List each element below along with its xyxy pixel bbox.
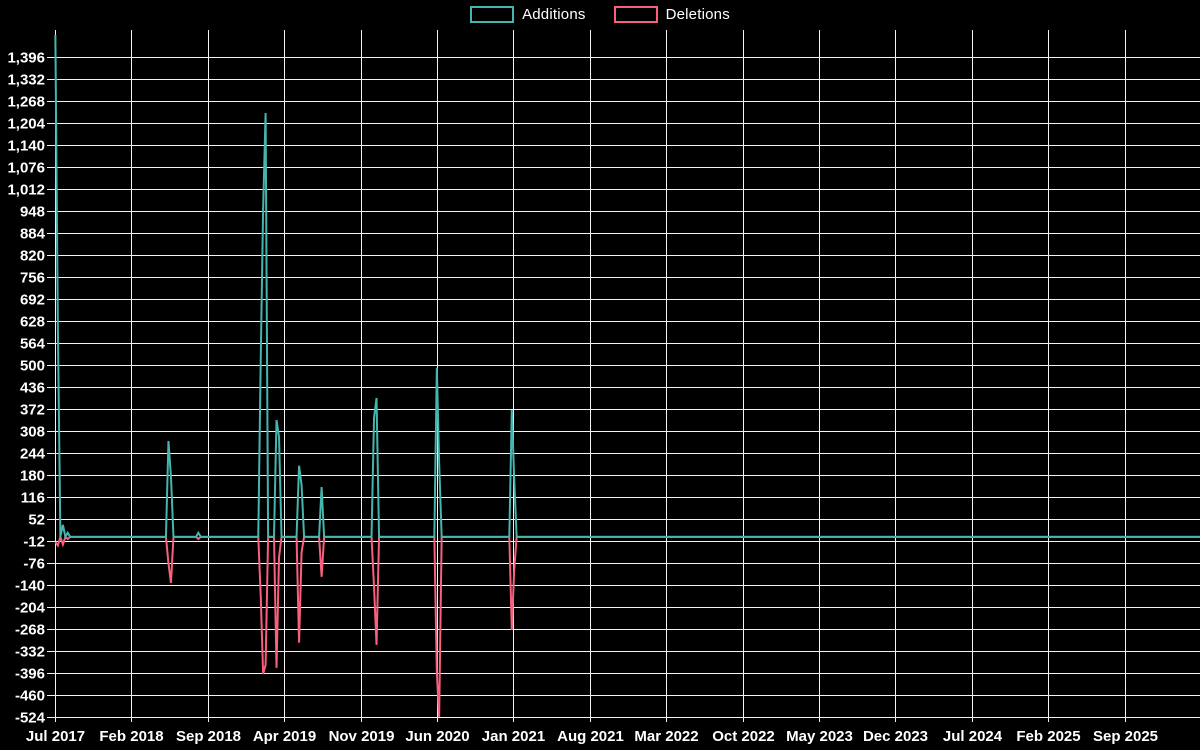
y-tick-label: 756 — [20, 270, 45, 287]
x-tick-label: Sep 2025 — [1093, 728, 1158, 745]
y-tick-label: 308 — [20, 424, 45, 441]
y-tick-label: 1,204 — [7, 116, 45, 133]
y-tick-label: -76 — [23, 556, 45, 573]
x-tick-label: Feb 2018 — [99, 728, 163, 745]
y-tick-label: 628 — [20, 314, 45, 331]
legend-label-additions: Additions — [522, 6, 586, 23]
y-tick-label: 692 — [20, 292, 45, 309]
x-tick-label: Jul 2024 — [943, 728, 1003, 745]
y-tick-label: 1,268 — [7, 94, 45, 111]
x-tick-label: Mar 2022 — [634, 728, 698, 745]
y-tick-label: 820 — [20, 248, 45, 265]
axis-labels: 1,396 1,332 1,268 1,204 1,140 1,076 1,012 948 88… — [7, 50, 1158, 746]
y-tick-label: 1,012 — [7, 182, 45, 199]
y-tick-label: -12 — [23, 534, 45, 551]
y-tick-label: 1,332 — [7, 72, 45, 89]
y-tick-label: -396 — [15, 666, 45, 683]
x-tick-label: Feb 2025 — [1016, 728, 1080, 745]
y-tick-label: -460 — [15, 688, 45, 705]
y-tick-label: -268 — [15, 622, 45, 639]
y-tick-label: 1,140 — [7, 138, 45, 155]
y-tick-label: 436 — [20, 380, 45, 397]
y-tick-label: 1,076 — [7, 160, 45, 177]
legend-label-deletions: Deletions — [665, 6, 730, 23]
x-tick-label: Jun 2020 — [405, 728, 469, 745]
y-tick-label: -524 — [15, 710, 46, 727]
data-series — [54, 34, 1200, 718]
x-tick-label: Apr 2019 — [253, 728, 316, 745]
legend-item-additions[interactable]: Additions — [470, 6, 586, 23]
y-tick-label: 884 — [20, 226, 46, 243]
y-tick-label: -332 — [15, 644, 45, 661]
y-tick-label: 116 — [21, 490, 45, 507]
y-tick-label: -204 — [15, 600, 46, 617]
x-tick-label: Oct 2022 — [712, 728, 775, 745]
y-tick-label: 948 — [20, 204, 45, 221]
y-tick-label: 372 — [20, 402, 45, 419]
x-tick-label: Jul 2017 — [26, 728, 85, 745]
chart-legend: Additions Deletions — [0, 6, 1200, 23]
x-tick-label: Jan 2021 — [482, 728, 545, 745]
legend-item-deletions[interactable]: Deletions — [613, 6, 730, 23]
deletions-swatch-icon — [613, 6, 658, 23]
y-tick-label: 52 — [28, 512, 45, 529]
x-tick-label: Aug 2021 — [557, 728, 624, 745]
x-tick-label: Nov 2019 — [329, 728, 395, 745]
y-tick-label: -140 — [15, 578, 45, 595]
y-tick-label: 244 — [20, 446, 46, 463]
additions-swatch-icon — [470, 6, 515, 23]
y-tick-label: 500 — [20, 358, 45, 375]
x-tick-label: Dec 2023 — [863, 728, 928, 745]
y-tick-label: 180 — [20, 468, 45, 485]
x-tick-label: Sep 2018 — [176, 728, 241, 745]
y-tick-label: 1,396 — [7, 50, 45, 67]
additions-line — [54, 34, 1200, 540]
x-tick-label: May 2023 — [786, 728, 853, 745]
y-tick-label: 564 — [20, 336, 46, 353]
grid-lines — [47, 30, 1200, 722]
